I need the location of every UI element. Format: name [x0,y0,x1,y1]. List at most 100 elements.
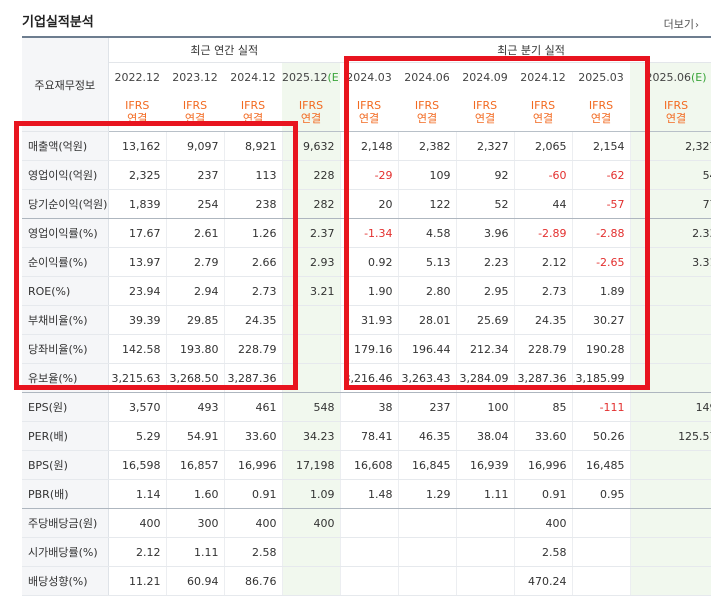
table-cell: 3,216.46 [340,363,399,393]
consolidated-label: 연결 [416,111,438,125]
table-cell: 3.21 [282,276,341,306]
table-cell: 2,154 [572,131,631,161]
table-row: PBR(배) 1.14 1.60 0.91 1.09 1.48 1.29 1.11 0.91 0.… [22,479,711,509]
table-cell: 228.79 [514,334,573,364]
annual-group-header: 최근 연간 실적 [108,36,341,63]
table-cell: 2.93 [282,247,341,277]
table-cell: 109 [398,160,457,190]
table-cell: 1,839 [108,189,167,219]
table-cell: 0.91 [514,479,573,509]
table-row: ROE(%) 23.94 2.94 2.73 3.21 1.90 2.80 2.95 2.73 1… [22,276,711,306]
table-cell: 3,287.36 [514,363,573,393]
table-cell: 16,996 [514,450,573,480]
table-cell: 2.94 [166,276,225,306]
table-cell: 16,608 [340,450,399,480]
table-cell: 2.12 [514,247,573,277]
table-cell: -1.34 [340,218,399,248]
table-cell: 122 [398,189,457,219]
table-cell [630,334,711,364]
table-cell: 300 [166,508,225,538]
table-cell: 11.21 [108,566,167,596]
table-cell: 85 [514,392,573,422]
ifrs-header: IFRS 연결 [572,92,631,132]
table-cell: 9,632 [282,131,341,161]
table-cell: 8,921 [224,131,283,161]
period-header: 2024.12 [514,62,573,92]
table-row: 매출액(억원) 13,162 9,097 8,921 9,632 2,148 2,382 2,… [22,131,711,161]
period-label: 2024.12 [520,71,566,84]
table-cell: 39.39 [108,305,167,335]
ifrs-header: IFRS 연결 [514,92,573,132]
table-cell: 16,857 [166,450,225,480]
table-cell: 493 [166,392,225,422]
estimate-marker: (E) [691,71,707,84]
table-cell: 1.11 [456,479,515,509]
table-cell: 38 [340,392,399,422]
table-cell: 228 [282,160,341,190]
table-cell [456,508,515,538]
table-cell: 34.23 [282,421,341,451]
period-label: 2025.12 [282,71,328,84]
consolidated-label: 연결 [590,111,612,125]
table-cell [630,508,711,538]
table-cell: 1.29 [398,479,457,509]
table-cell: 2.66 [224,247,283,277]
table-cell [340,566,399,596]
table-cell: 237 [398,392,457,422]
period-label: 2023.12 [172,71,218,84]
period-header: 2022.12 [108,62,166,92]
row-label: 당좌비율(%) [22,334,109,364]
row-label: 순이익률(%) [22,247,109,277]
consolidated-label: 연결 [242,111,264,125]
table-cell: 2.80 [398,276,457,306]
table-cell: 1.48 [340,479,399,509]
ifrs-header: IFRS 연결 [630,92,711,132]
period-header: 2025.12(E) [282,62,341,92]
table-cell: 400 [108,508,167,538]
table-cell [630,566,711,596]
ifrs-label: IFRS [240,98,266,112]
row-label: BPS(원) [22,450,109,480]
ifrs-header-row: IFRS 연결 IFRS 연결 IFRS 연결 IFRS 연결 IFRS 연결 IFRS 연결 IFRS… [22,92,711,132]
table-cell: 30.27 [572,305,631,335]
table-cell: 16,996 [224,450,283,480]
table-cell: 16,598 [108,450,167,480]
table-cell: 400 [282,508,341,538]
table-cell: 1.09 [282,479,341,509]
row-label: ROE(%) [22,276,109,306]
row-label: 영업이익(억원) [22,160,109,190]
period-label: 2024.09 [462,71,508,84]
table-cell: 2.23 [456,247,515,277]
table-cell: 17.67 [108,218,167,248]
table-cell: 113 [224,160,283,190]
period-label: 2022.12 [114,71,161,84]
period-header: 2024.09 [456,62,515,92]
table-cell [456,566,515,596]
row-label: 시가배당률(%) [22,537,109,567]
table-cell: 33.60 [224,421,283,451]
table-cell: 3,185.99 [572,363,631,393]
table-cell: 196.44 [398,334,457,364]
table-row: 당좌비율(%) 142.58 193.80 228.79 179.16 196.44 212… [22,334,711,364]
group-header-row: 주요재무정보 최근 연간 실적 최근 분기 실적 [22,36,711,132]
table-cell: 0.95 [572,479,631,509]
table-cell [630,305,711,335]
period-header-row: 2022.122023.122024.122025.12(E)2024.0320… [22,62,711,92]
table-cell: 50.26 [572,421,631,451]
ifrs-label: IFRS [125,98,150,112]
table-cell: 2,148 [340,131,399,161]
ifrs-header: IFRS 연결 [224,92,282,132]
table-cell: 179.16 [340,334,399,364]
estimate-marker: (E) [327,71,341,84]
table-cell: 0.92 [340,247,399,277]
more-link[interactable]: 더보기› [664,16,699,32]
table-cell: 5.29 [108,421,167,451]
table-cell: 54.91 [166,421,225,451]
table-cell: 2,065 [514,131,573,161]
table-cell: 46.35 [398,421,457,451]
table-cell: 4.58 [398,218,457,248]
ifrs-header: IFRS 연결 [282,92,341,132]
